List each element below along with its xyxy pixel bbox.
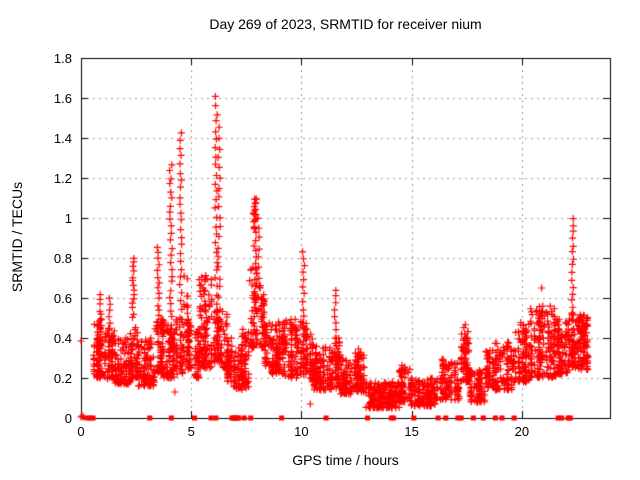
x-axis-label: GPS time / hours <box>292 452 399 468</box>
chart-title: Day 269 of 2023, SRMTID for receiver niu… <box>209 16 482 32</box>
y-tick-label: 0.2 <box>53 371 72 386</box>
x-tick-label: 0 <box>77 424 85 439</box>
x-tick-label: 10 <box>294 424 309 439</box>
x-tick-label: 15 <box>404 424 419 439</box>
y-tick-label: 1.4 <box>53 131 72 146</box>
y-tick-label: 0 <box>64 411 72 426</box>
x-tick-label: 5 <box>187 424 195 439</box>
y-tick-label: 1.2 <box>53 171 72 186</box>
x-tick-label: 20 <box>514 424 530 439</box>
y-tick-label: 1.6 <box>53 91 72 106</box>
y-tick-label: 0.8 <box>53 251 72 266</box>
y-tick-label: 1 <box>64 211 72 226</box>
y-tick-label: 0.4 <box>53 331 72 346</box>
y-tick-label: 0.6 <box>53 291 72 306</box>
y-tick-label: 1.8 <box>53 51 72 66</box>
